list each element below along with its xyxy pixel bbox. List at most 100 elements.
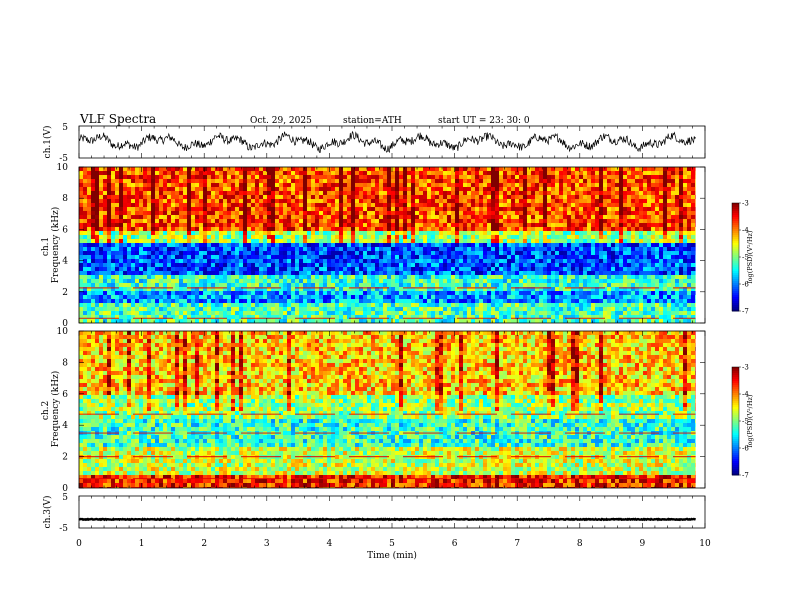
spectrogram-cell xyxy=(275,231,279,235)
spectrogram-cell xyxy=(519,195,523,199)
spectrogram-cell xyxy=(319,239,323,243)
spectrogram-cell xyxy=(535,239,539,243)
spectrogram-cell xyxy=(291,255,295,259)
spectrogram-cell xyxy=(315,187,319,191)
spectrogram-cell xyxy=(251,223,255,227)
spectrogram-cell xyxy=(507,275,511,279)
spectrogram-cell xyxy=(487,199,491,203)
spectrogram-cell xyxy=(175,167,179,171)
spectrogram-cell xyxy=(455,255,459,259)
spectrogram-cell xyxy=(203,307,207,311)
spectrogram-cell xyxy=(143,307,147,311)
spectrogram-cell xyxy=(299,199,303,203)
spectrogram-cell xyxy=(419,199,423,203)
spectrogram-cell xyxy=(351,239,355,243)
spectrogram-cell xyxy=(223,247,227,251)
spectrogram-cell xyxy=(319,291,323,295)
spectrogram-cell xyxy=(191,267,195,271)
spectrogram-cell xyxy=(427,251,431,255)
spectrogram-cell xyxy=(251,243,255,247)
spectrogram-cell xyxy=(195,299,199,303)
spectrogram-cell xyxy=(463,319,467,323)
spectrogram-cell xyxy=(311,319,315,323)
spectrogram-cell xyxy=(167,291,171,295)
spectrogram-cell xyxy=(571,235,575,239)
spectrogram-cell xyxy=(227,315,231,319)
spectrogram-cell xyxy=(171,167,175,171)
spectrogram-cell xyxy=(487,271,491,275)
spectrogram-cell xyxy=(339,267,343,271)
spectrogram-cell xyxy=(519,319,523,323)
spectrogram-cell xyxy=(491,315,495,319)
spectrogram-cell xyxy=(355,243,359,247)
spectrogram-cell xyxy=(339,227,343,231)
spectrogram-cell xyxy=(571,259,575,263)
spectrogram-cell xyxy=(527,223,531,227)
spectrogram-cell xyxy=(231,175,235,179)
spectrogram-cell xyxy=(495,179,499,183)
spectrogram-cell xyxy=(107,263,111,267)
spectrogram-cell xyxy=(199,195,203,199)
spectrogram-cell xyxy=(295,191,299,195)
spectrogram-cell xyxy=(419,179,423,183)
spectrogram-cell xyxy=(527,179,531,183)
spectrogram-cell xyxy=(239,183,243,187)
spectrogram-cell xyxy=(119,307,123,311)
spectrogram-cell xyxy=(283,319,287,323)
spectrogram-cell xyxy=(319,271,323,275)
spectrogram-cell xyxy=(135,215,139,219)
spectrogram-cell xyxy=(247,215,251,219)
spectrogram-cell xyxy=(259,171,263,175)
spectrogram-cell xyxy=(407,203,411,207)
spectrogram-cell xyxy=(263,239,267,243)
spectrogram-cell xyxy=(255,311,259,315)
spectrogram-cell xyxy=(563,303,567,307)
spectrogram-cell xyxy=(87,291,91,295)
spectrogram-cell xyxy=(115,283,119,287)
spectrogram-cell xyxy=(563,175,567,179)
spectrogram-cell xyxy=(255,211,259,215)
spectrogram-cell xyxy=(243,195,247,199)
spectrogram-cell xyxy=(247,203,251,207)
spectrogram-cell xyxy=(239,187,243,191)
spectrogram-cell xyxy=(91,291,95,295)
spectrogram-cell xyxy=(231,179,235,183)
spectrogram-cell xyxy=(159,211,163,215)
spectrogram-cell xyxy=(359,279,363,283)
spectrogram-cell xyxy=(463,275,467,279)
spectrogram-cell xyxy=(115,255,119,259)
spectrogram-cell xyxy=(163,167,167,171)
spectrogram-cell xyxy=(147,187,151,191)
spectrogram-cell xyxy=(203,271,207,275)
spectrogram-cell xyxy=(575,255,579,259)
spectrogram-cell xyxy=(435,311,439,315)
spectrogram-cell xyxy=(191,231,195,235)
spectrogram-cell xyxy=(483,235,487,239)
spectrogram-cell xyxy=(455,223,459,227)
spectrogram-cell xyxy=(319,263,323,267)
spectrogram-cell xyxy=(247,287,251,291)
spectrogram-cell xyxy=(303,187,307,191)
spectrogram-cell xyxy=(519,219,523,223)
spectrogram-cell xyxy=(319,279,323,283)
spectrogram-cell xyxy=(147,271,151,275)
spectrogram-cell xyxy=(87,203,91,207)
spectrogram-cell xyxy=(375,167,379,171)
spectrogram-cell xyxy=(535,175,539,179)
spectrogram-cell xyxy=(175,175,179,179)
spectrogram-cell xyxy=(399,319,403,323)
spectrogram-cell xyxy=(103,243,107,247)
spectrogram-cell xyxy=(331,259,335,263)
spectrogram-cell xyxy=(415,219,419,223)
spectrogram-cell xyxy=(283,299,287,303)
spectrogram-cell xyxy=(219,299,223,303)
spectrogram-cell xyxy=(107,299,111,303)
ch1-spectrogram-image xyxy=(79,167,696,323)
spectrogram-cell xyxy=(211,219,215,223)
spectrogram-cell xyxy=(571,223,575,227)
spectrogram-cell xyxy=(387,291,391,295)
spectrogram-cell xyxy=(215,255,219,259)
spectrogram-cell xyxy=(79,187,83,191)
spectrogram-cell xyxy=(203,167,207,171)
spectrogram-cell xyxy=(407,319,411,323)
